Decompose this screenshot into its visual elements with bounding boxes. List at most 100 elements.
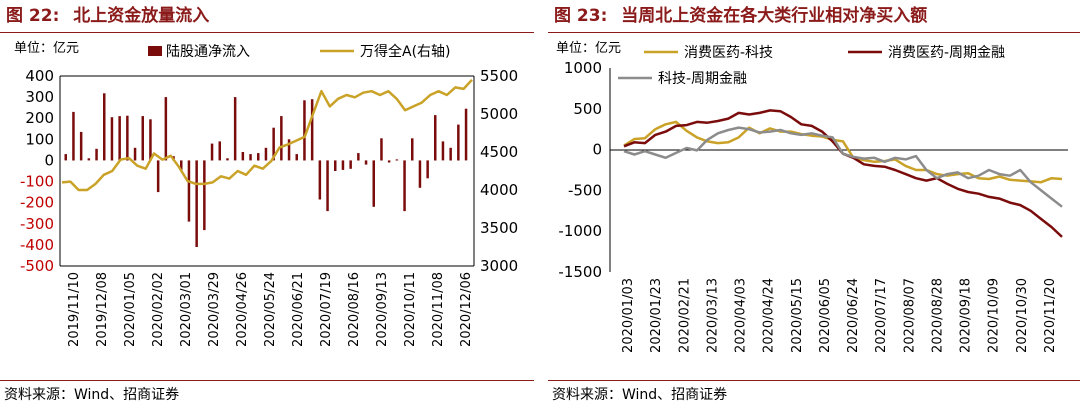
x-tick-label: 2020/10/11	[403, 272, 418, 347]
flow-bar	[218, 141, 221, 161]
flow-bar	[118, 116, 121, 161]
x-tick-label: 2020/01/03	[621, 278, 636, 353]
y-tick-right: 5000	[480, 105, 518, 123]
flow-bar	[441, 141, 445, 161]
figure-22-label: 图 22:	[6, 6, 60, 26]
flow-bar	[149, 119, 152, 161]
tech-cyclical-line	[623, 126, 1063, 208]
flow-bar	[195, 160, 198, 247]
index-line	[61, 78, 473, 192]
flow-bar	[64, 154, 67, 161]
flow-bar	[264, 147, 268, 161]
x-tick-label: 2020/08/16	[347, 272, 362, 347]
source-note: 资料来源：Wind、招商证券	[552, 387, 728, 403]
flow-bar	[126, 115, 129, 161]
y-tick: -1500	[558, 263, 602, 281]
x-tick-label: 2020/09/13	[375, 272, 390, 347]
flow-bar	[226, 158, 229, 161]
y-tick-left: 0	[44, 151, 54, 169]
flow-bar	[380, 138, 383, 161]
flow-bar	[334, 160, 337, 171]
flow-bar	[280, 116, 283, 161]
flow-bar	[295, 154, 298, 161]
sector-net-buy-chart: 单位：亿元 1000 500 0 -500 -1000 -1500 2020/01/03 2…	[556, 41, 1068, 353]
flow-bar	[241, 152, 245, 161]
title-divider	[0, 32, 534, 33]
flow-bar	[79, 131, 83, 161]
flow-bar	[418, 160, 422, 188]
y-tick-right: 5500	[480, 67, 518, 85]
unit-label: 单位：亿元	[14, 41, 79, 56]
flow-bar	[318, 160, 322, 200]
x-tick-label: 2020/11/08	[431, 272, 446, 347]
y-tick: 500	[573, 100, 602, 118]
flow-bar	[357, 153, 360, 161]
unit-label: 单位：亿元	[556, 41, 621, 56]
x-tick-label: 2020/03/13	[705, 278, 720, 353]
y-tick-left: -200	[20, 194, 54, 212]
y-tick-left: 200	[25, 109, 54, 127]
y-tick-left: 100	[25, 130, 54, 148]
flow-bar	[180, 160, 183, 170]
figure-23-panel: 图 23: 当周北上资金在各大类行业相对净买入额 单位：亿元 1000 500 0 -…	[548, 0, 1080, 406]
x-tick-label: 2020/05/24	[263, 272, 278, 347]
x-tick-label: 2020/04/24	[762, 278, 777, 353]
x-tick-label: 2020/01/23	[649, 278, 664, 353]
y-tick-left: 300	[25, 88, 54, 106]
flow-bar	[249, 154, 252, 161]
x-tick-label: 2020/06/21	[291, 272, 306, 347]
flow-bar	[449, 147, 452, 161]
x-tick-label: 2020/02/21	[677, 278, 692, 353]
figure-22-panel: 图 22: 北上资金放量流入 单位：亿元 400 300 200 100 0 -100 -2…	[0, 0, 534, 406]
x-tick-label: 2019/11/10	[67, 272, 82, 347]
x-tick-label: 2020/08/07	[902, 278, 917, 353]
flow-bar	[387, 160, 391, 163]
figure-23-title: 图 23: 当周北上资金在各大类行业相对净买入额	[554, 2, 927, 30]
flow-bar	[395, 159, 399, 161]
y-tick-left: -300	[20, 215, 54, 233]
y-tick-left: 400	[25, 67, 54, 85]
flow-bar	[156, 160, 160, 193]
flow-bar	[110, 117, 114, 161]
x-tick-label: 2020/04/26	[235, 272, 250, 347]
flow-bar	[95, 148, 98, 161]
y-tick-right: 3000	[480, 257, 518, 275]
flow-bar	[233, 97, 237, 161]
x-tick-label: 2020/04/03	[734, 278, 749, 353]
x-tick-label: 2020/05/15	[790, 278, 805, 353]
y-tick-left: -100	[20, 173, 54, 191]
flow-bar	[372, 160, 375, 207]
flow-bar	[272, 127, 275, 161]
flow-bar	[303, 100, 306, 161]
x-tick-label: 2020/03/29	[207, 272, 222, 347]
flow-bar	[403, 160, 406, 212]
flow-bar	[164, 97, 168, 161]
x-tick-label: 2020/12/06	[459, 272, 474, 347]
flow-bar	[287, 139, 291, 161]
flow-bar	[326, 160, 329, 212]
x-tick-label: 2020/06/24	[846, 278, 861, 353]
y-tick-right: 3500	[480, 219, 518, 237]
source-divider	[548, 380, 1080, 381]
y-tick-left: -400	[20, 236, 54, 254]
legend-label-tech-cyclical: 科技-周期金融	[658, 71, 747, 87]
flow-bar	[310, 99, 314, 161]
x-tick-label: 2020/09/18	[959, 278, 974, 353]
y-tick-right: 4000	[480, 181, 518, 199]
flow-bar	[464, 108, 468, 161]
figure-22-caption: 北上资金放量流入	[73, 6, 210, 26]
consumer-tech-line	[623, 120, 1063, 184]
x-tick-label: 2020/01/05	[123, 272, 138, 347]
legend-label-consumer-tech: 消费医药-科技	[684, 45, 773, 61]
flow-bar	[103, 93, 106, 161]
x-tick-label: 2020/07/17	[874, 278, 889, 353]
y-tick: -1000	[558, 222, 602, 240]
flow-bar	[141, 116, 144, 161]
y-tick: 0	[592, 141, 602, 159]
flow-bar	[426, 160, 429, 179]
x-tick-label: 2020/02/02	[151, 272, 166, 347]
x-tick-label: 2020/11/20	[1043, 278, 1058, 353]
flow-bar	[457, 124, 460, 161]
figure-23-label: 图 23:	[554, 6, 608, 26]
flow-bar	[434, 115, 437, 161]
